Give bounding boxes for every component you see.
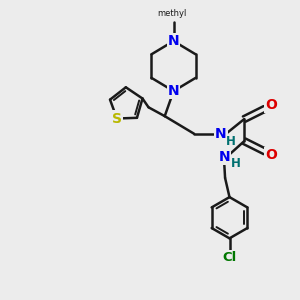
- Text: H: H: [231, 157, 241, 170]
- Text: Cl: Cl: [222, 251, 237, 264]
- Text: O: O: [266, 98, 277, 112]
- Text: N: N: [218, 150, 230, 164]
- Text: H: H: [226, 135, 236, 148]
- Text: methyl: methyl: [158, 9, 187, 18]
- Text: N: N: [168, 34, 179, 48]
- Text: N: N: [168, 84, 179, 98]
- Text: N: N: [215, 127, 226, 141]
- Text: O: O: [266, 148, 277, 162]
- Text: S: S: [112, 112, 122, 125]
